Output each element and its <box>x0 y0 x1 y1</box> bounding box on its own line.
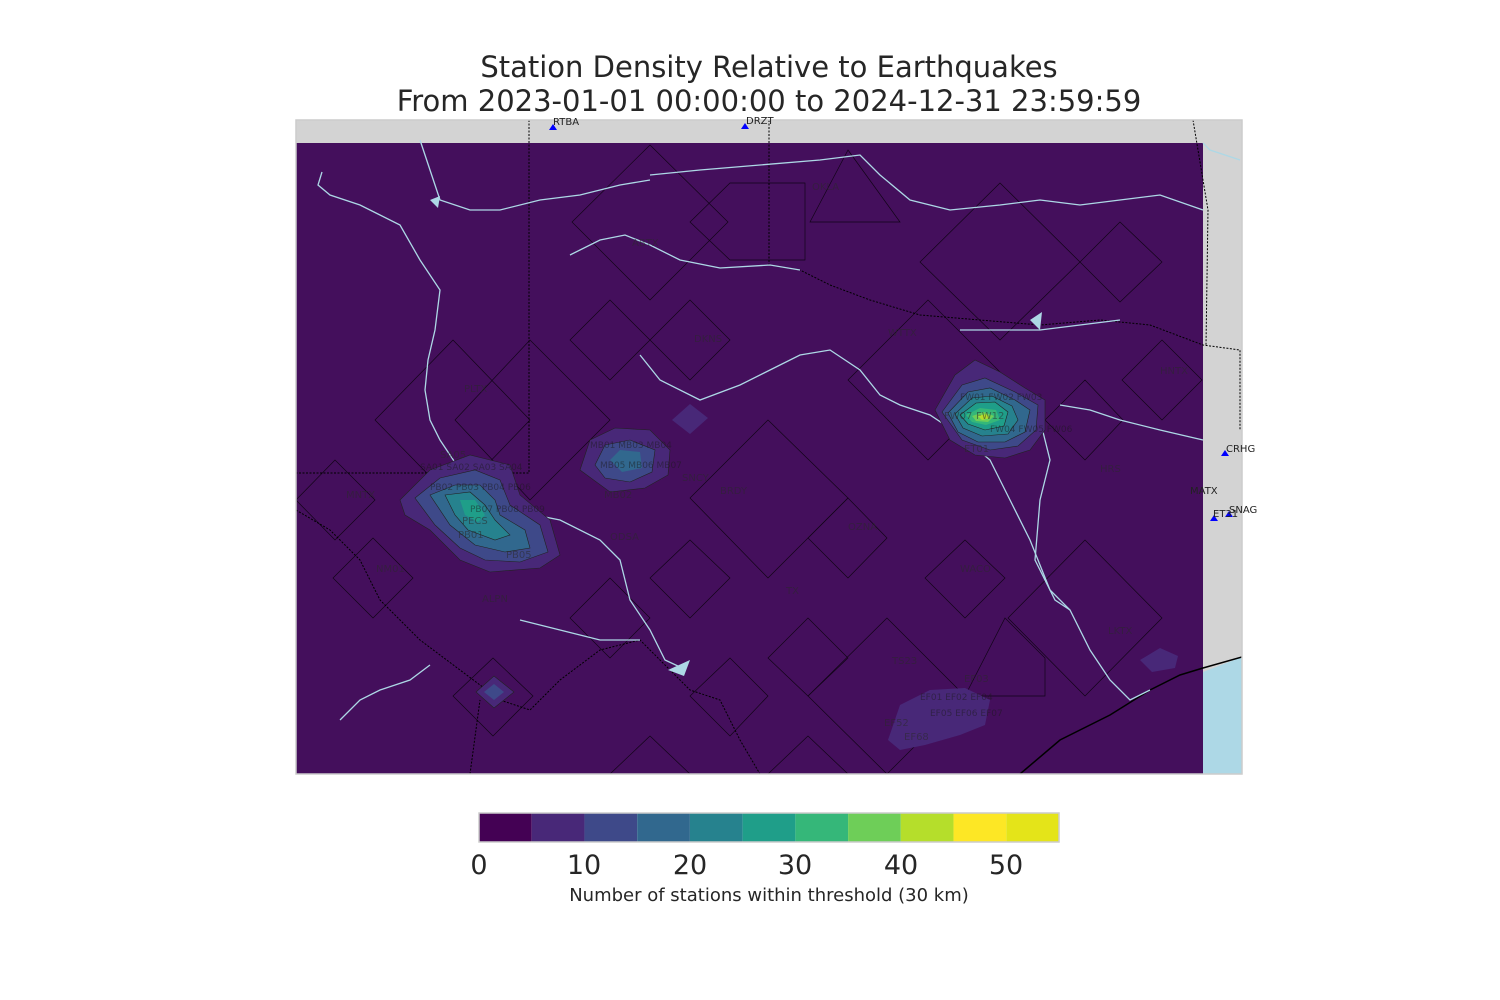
svg-text:MNTX: MNTX <box>346 490 375 501</box>
svg-text:EF68: EF68 <box>904 732 929 743</box>
svg-text:NM01: NM01 <box>376 564 405 575</box>
cluster-midland <box>579 404 708 493</box>
svg-text:TS23: TS23 <box>891 656 917 667</box>
cluster-label-overlay: SA01 SA02 SA03 SA04 PB02 PB03 PB04 PB06 … <box>420 393 1073 719</box>
station-label: SNAG <box>1229 505 1257 516</box>
svg-text:EF52: EF52 <box>884 718 909 729</box>
colorbar-segment <box>637 813 690 842</box>
chart-title: Station Density Relative to Earthquakes … <box>0 50 1500 118</box>
station-label: DRZT <box>746 116 774 127</box>
svg-text:PB07 PB08 PB09: PB07 PB08 PB09 <box>470 505 545 515</box>
svg-text:PB02 PB03 PB04 PB06: PB02 PB03 PB04 PB06 <box>430 483 531 493</box>
colorbar-segment <box>900 813 954 842</box>
cluster-houston <box>1140 648 1178 672</box>
svg-text:EF05 EF06 EF07: EF05 EF06 EF07 <box>930 709 1003 719</box>
svg-text:MB01 MB03 MB04: MB01 MB03 MB04 <box>590 441 672 451</box>
svg-text:MB05 MB06 MB07: MB05 MB06 MB07 <box>600 461 682 471</box>
svg-text:HNTX: HNTX <box>1160 366 1188 377</box>
colorbar-segment <box>742 813 796 842</box>
colorbar-tick: 50 <box>988 850 1024 881</box>
cluster-eagleford <box>888 688 990 750</box>
colorbar-tick: 0 <box>470 850 488 881</box>
svg-text:HRS: HRS <box>1100 464 1121 475</box>
svg-text:OKLA: OKLA <box>812 182 839 193</box>
density-field <box>296 143 1203 774</box>
title-line-2: From 2023-01-01 00:00:00 to 2024-12-31 2… <box>396 84 1142 118</box>
svg-text:ALPN: ALPN <box>482 594 508 605</box>
colorbar-segment <box>1006 813 1059 842</box>
colorbar-tick: 10 <box>566 850 602 881</box>
colorbar-segment <box>689 813 743 842</box>
svg-text:ABTX: ABTX <box>632 238 659 249</box>
colorbar <box>478 812 1060 843</box>
station-label: ET31 <box>1213 509 1238 520</box>
station-drzt: DRZT <box>741 116 774 129</box>
svg-text:LKTX: LKTX <box>1108 626 1132 637</box>
svg-text:FW12: FW12 <box>976 411 1004 422</box>
svg-text:SNCY: SNCY <box>682 473 710 484</box>
station-label-matx: MATX <box>1190 486 1218 497</box>
colorbar-segment <box>848 813 901 842</box>
map-frame <box>295 119 1243 775</box>
svg-text:ODSA: ODSA <box>610 532 639 543</box>
colorbar-segment <box>531 813 585 842</box>
colorbar-tick: 40 <box>883 850 919 881</box>
station-label: CRHG <box>1226 444 1255 455</box>
colorbar-frame <box>478 812 1060 843</box>
svg-text:EF01 EF02 EF04: EF01 EF02 EF04 <box>920 693 993 703</box>
svg-text:SA05: SA05 <box>440 450 466 461</box>
rivers <box>317 139 1241 721</box>
colorbar-tick: 30 <box>777 850 813 881</box>
colorbar-segment <box>795 813 849 842</box>
svg-text:MB02: MB02 <box>604 490 632 501</box>
colorbar-tick: 20 <box>672 850 708 881</box>
svg-text:DKNS: DKNS <box>694 334 722 345</box>
station-crhg: CRHG <box>1221 444 1255 456</box>
gulf-water <box>1203 657 1242 774</box>
svg-text:WTTX: WTTX <box>888 328 917 339</box>
svg-text:EF03: EF03 <box>964 674 989 685</box>
network-diamonds <box>296 144 1203 774</box>
title-line-1: Station Density Relative to Earthquakes <box>480 50 1058 84</box>
svg-text:WACO: WACO <box>960 564 991 575</box>
station-label: RTBA <box>553 117 579 128</box>
svg-text:FW07: FW07 <box>944 411 972 422</box>
network-labels: MNTX PECS PB01 PB05 ALPN SA05 MB02 ODSA … <box>346 182 1188 743</box>
svg-text:TX: TX <box>785 586 799 597</box>
svg-text:PB01: PB01 <box>458 530 484 541</box>
cluster-delaware <box>399 454 561 573</box>
station-et31: ET31 <box>1210 509 1238 521</box>
colorbar-segment <box>584 813 638 842</box>
svg-text:PECS: PECS <box>462 516 488 527</box>
station-rtba: RTBA <box>549 117 579 130</box>
station-snag: SNAG <box>1225 505 1257 517</box>
svg-text:PB05: PB05 <box>506 550 532 561</box>
cluster-fortworth <box>934 359 1046 459</box>
station-markers: RTBA DRZT CRHG SNAG ET31 MATX <box>549 116 1257 521</box>
svg-text:SA01 SA02 SA03 SA04: SA01 SA02 SA03 SA04 <box>420 463 523 473</box>
svg-text:BRDY: BRDY <box>720 486 748 497</box>
svg-text:PLTX: PLTX <box>464 384 487 395</box>
svg-text:ET01: ET01 <box>964 444 989 455</box>
svg-text:FW04 FW05 FW06: FW04 FW05 FW06 <box>990 425 1073 435</box>
svg-text:OZNA: OZNA <box>848 522 877 533</box>
colorbar-segment <box>953 813 1007 842</box>
svg-text:FW01 FW02 FW03: FW01 FW02 FW03 <box>960 393 1042 403</box>
colorbar-segment <box>479 813 532 842</box>
cluster-bigbend <box>475 675 515 709</box>
colorbar-label: Number of stations within threshold (30 … <box>569 885 969 906</box>
